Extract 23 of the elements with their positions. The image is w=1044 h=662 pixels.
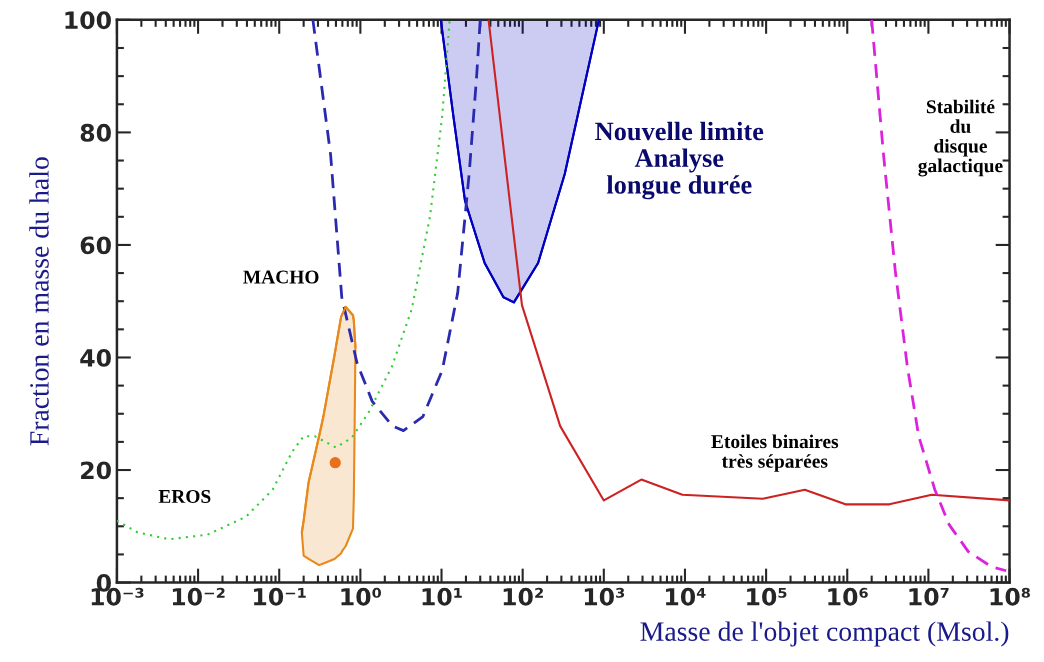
x-tick-label: 10⁷ [909,587,949,606]
x-tick-label: 10⁴ [666,587,706,606]
x-tick-label: 10⁻² [172,587,225,606]
annotation: Etoiles binaires très séparées [711,434,839,472]
x-tick-label: 10¹ [422,587,462,606]
x-tick-label: 10³ [584,587,625,606]
x-tick-label: 10⁸ [990,587,1030,606]
y-tick-label: 80 [80,123,111,142]
x-tick-label: 10² [503,587,543,606]
y-tick-label: 40 [80,348,111,367]
annotation: Nouvelle limite Analyse longue durée [595,121,764,200]
annotation: Stabilité du disque galactique [918,99,1003,177]
annotation: EROS [158,489,211,504]
y-tick-label: 60 [80,236,111,255]
y-tick-label: 100 [65,11,111,30]
y-axis-title: Fraction en masse du halo [29,157,49,446]
x-axis-title: Masse de l'objet compact (Msol.) [640,621,1009,647]
x-tick-label: 10⁻¹ [254,587,306,606]
x-tick-label: 10⁵ [747,587,787,606]
annotation: MACHO [243,270,319,284]
y-tick-label: 20 [81,461,111,480]
x-tick-label: 10⁰ [341,587,382,606]
x-tick-label: 10⁶ [828,587,868,606]
